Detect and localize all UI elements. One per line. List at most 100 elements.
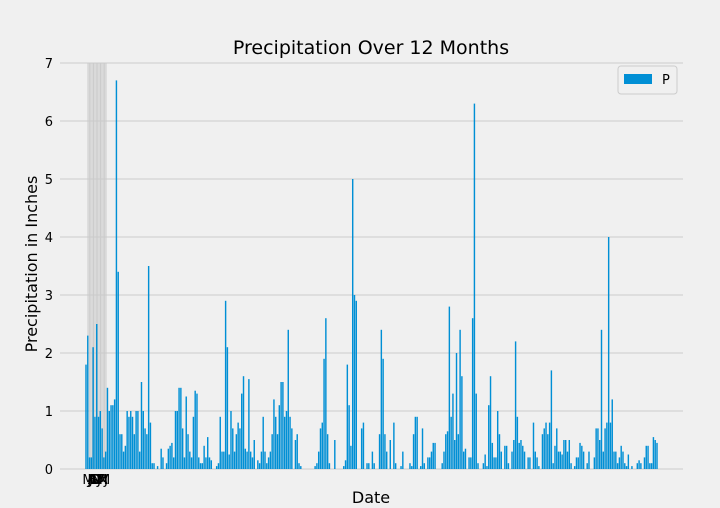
bar (402, 451, 404, 469)
bar (606, 422, 608, 469)
bar (380, 329, 383, 469)
y-tick-label: 4 (45, 231, 53, 246)
bar (235, 434, 238, 469)
bar (586, 463, 588, 469)
bar (545, 422, 547, 469)
bar (595, 428, 597, 469)
bar (611, 399, 613, 469)
bar (278, 405, 281, 469)
bar (421, 428, 424, 469)
bar (183, 457, 186, 469)
bar (334, 440, 336, 469)
bar (196, 393, 198, 469)
bar (577, 457, 579, 469)
bar (112, 405, 114, 469)
bar (108, 411, 110, 469)
bar (607, 237, 610, 469)
bar (165, 463, 168, 469)
bar (133, 434, 136, 469)
y-tick-label: 5 (45, 173, 53, 188)
x-tick-label: F (97, 473, 104, 488)
bar (282, 382, 284, 469)
bar (316, 463, 318, 469)
bar (251, 457, 254, 469)
bar (119, 434, 121, 469)
bar (253, 440, 255, 469)
bar (452, 393, 454, 469)
x-tick-label: M (82, 473, 93, 488)
bar (198, 457, 200, 469)
bar (568, 440, 571, 469)
y-tick-label: 1 (45, 405, 53, 420)
bar (110, 405, 112, 469)
bar (384, 434, 386, 469)
bar (128, 416, 130, 469)
chart-title: Precipitation Over 12 Months (233, 37, 509, 59)
bar (656, 442, 658, 469)
bar (219, 416, 221, 469)
bar (500, 451, 502, 469)
bar (615, 451, 617, 469)
bar (138, 451, 141, 469)
y-tick-label: 6 (45, 115, 53, 130)
bar (627, 454, 630, 469)
bar (160, 448, 162, 469)
bar (536, 457, 538, 469)
bar (491, 442, 494, 469)
bar (516, 416, 519, 469)
bar (325, 318, 327, 469)
bar (291, 428, 293, 469)
bar (643, 457, 646, 469)
bar (378, 434, 381, 469)
bar (88, 457, 91, 469)
bar (556, 428, 558, 469)
bar (622, 451, 624, 469)
bar (527, 457, 529, 469)
bar (262, 416, 264, 469)
bar (300, 466, 302, 469)
bar (504, 445, 506, 469)
bar (276, 434, 279, 469)
bar (230, 411, 232, 469)
bar (201, 463, 204, 469)
bar (346, 364, 349, 469)
bar (257, 460, 259, 469)
bar (92, 347, 94, 469)
bar (409, 463, 411, 469)
bar (373, 463, 375, 469)
bar (117, 271, 119, 469)
legend-swatch (624, 74, 652, 84)
bar (416, 416, 418, 469)
bar (386, 451, 388, 469)
bar (87, 335, 89, 469)
bar (647, 445, 649, 469)
y-tick-label: 3 (45, 289, 53, 304)
x-tick-label: J (103, 473, 108, 488)
bar (554, 445, 556, 469)
bar (454, 440, 456, 469)
bar (189, 451, 191, 469)
bar (181, 428, 184, 469)
bar (428, 457, 431, 469)
bar (323, 358, 325, 469)
bar (538, 466, 540, 469)
bar (609, 422, 612, 469)
bar (115, 80, 118, 470)
bar (126, 411, 128, 469)
bar (493, 457, 495, 469)
bar (518, 442, 520, 469)
bar (593, 457, 596, 469)
bar (624, 463, 626, 469)
bar (328, 463, 331, 469)
bar (172, 457, 175, 469)
bar (362, 422, 365, 469)
bar (443, 451, 445, 469)
bar (314, 466, 316, 469)
bar (613, 451, 615, 469)
bar (565, 440, 567, 469)
bar (178, 387, 180, 469)
bar (484, 454, 486, 469)
bar (242, 376, 245, 469)
legend-label: P (662, 73, 670, 88)
bar (529, 457, 531, 469)
